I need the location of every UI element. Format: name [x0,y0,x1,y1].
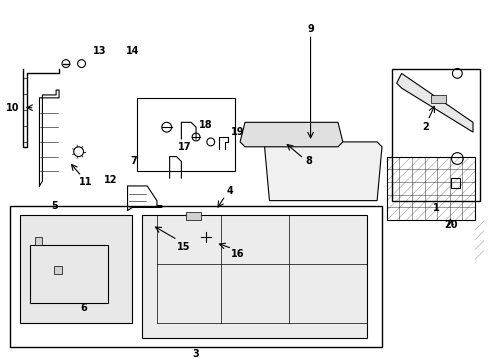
Text: 15: 15 [176,242,190,252]
Bar [54,266,62,274]
Polygon shape [142,215,366,338]
Bar [391,68,479,201]
Text: 11: 11 [79,177,92,187]
Bar [30,245,108,303]
Bar [137,98,235,171]
Text: 9: 9 [306,24,313,34]
Bar [430,95,445,103]
Polygon shape [240,122,342,147]
Text: 19: 19 [231,127,244,137]
Polygon shape [20,215,132,323]
Text: 3: 3 [192,349,199,359]
Text: 13: 13 [93,46,107,56]
Text: 10: 10 [6,103,20,113]
Text: 18: 18 [199,120,212,130]
Text: 2: 2 [422,122,428,132]
Polygon shape [396,73,472,132]
Text: 17: 17 [177,142,191,152]
Text: 14: 14 [125,46,139,56]
Text: 5: 5 [51,201,58,211]
Bar [449,178,459,188]
Text: 12: 12 [104,175,118,185]
Text: 6: 6 [80,303,87,313]
Bar [186,212,201,220]
Bar [10,206,381,347]
Text: 20: 20 [443,220,456,230]
Polygon shape [264,142,381,201]
Text: 4: 4 [226,186,233,196]
Text: 1: 1 [431,203,438,212]
Bar [35,237,42,245]
Text: 7: 7 [130,157,137,166]
Text: 8: 8 [305,157,311,166]
Text: 16: 16 [231,249,244,260]
